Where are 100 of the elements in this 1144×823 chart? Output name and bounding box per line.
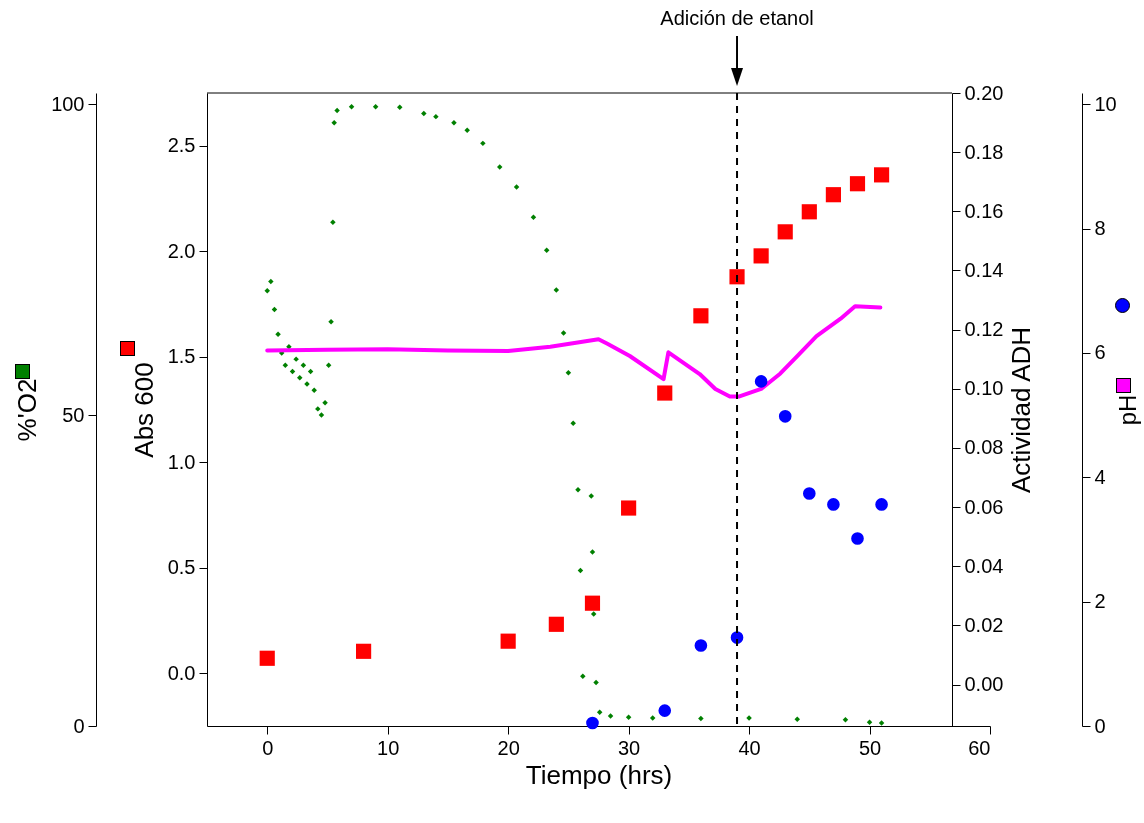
y2-tick-label: 0.04 <box>964 554 1004 577</box>
y-tick-label: 1.0 <box>167 450 196 473</box>
y2-tick-label: 2 <box>1094 590 1106 613</box>
y2-axis-title: Actividad ADH <box>1006 326 1037 494</box>
point <box>496 164 503 170</box>
y2-axis-title: pH <box>1113 394 1141 426</box>
point <box>433 113 439 120</box>
point <box>851 532 864 545</box>
x-tick-label: 10 <box>377 736 400 759</box>
point <box>543 247 550 254</box>
point <box>464 127 470 134</box>
point <box>778 409 792 423</box>
point <box>693 308 709 324</box>
y2-tick-label: 0.18 <box>964 140 1004 163</box>
point <box>658 704 672 717</box>
point <box>553 287 560 293</box>
point <box>657 385 673 401</box>
point <box>649 715 656 721</box>
point <box>397 104 403 111</box>
point <box>625 714 632 721</box>
point <box>322 399 328 406</box>
point <box>590 611 597 617</box>
point <box>275 331 281 337</box>
point <box>874 167 890 183</box>
y-axis-title: Abs 600 <box>128 362 159 458</box>
y-tick-label: 0.0 <box>167 661 196 684</box>
x-tick-label: 0 <box>262 736 274 759</box>
x-tick-label: 60 <box>968 736 991 759</box>
y2-tick-label: 0.16 <box>964 199 1004 222</box>
point <box>842 717 849 723</box>
point <box>827 498 840 511</box>
x-tick-label: 50 <box>858 736 882 759</box>
y-tick-label: 2.5 <box>167 134 196 157</box>
point <box>698 715 704 722</box>
point <box>500 633 516 649</box>
point <box>293 356 299 362</box>
point <box>300 362 307 369</box>
y2-tick-label: 6 <box>1094 341 1106 364</box>
point <box>596 709 603 716</box>
point <box>754 375 768 388</box>
point <box>570 420 576 426</box>
point <box>607 713 614 719</box>
line-series <box>265 304 883 399</box>
point <box>753 248 769 264</box>
y-tick-label: 100 <box>51 92 85 115</box>
point <box>825 187 841 203</box>
y-tick-label: 1.5 <box>167 345 196 368</box>
y-tick-label: 0.5 <box>167 556 196 579</box>
point <box>264 288 270 294</box>
point <box>560 330 567 336</box>
point <box>259 650 275 666</box>
point <box>331 120 337 126</box>
y2-tick-label: 0 <box>1094 714 1106 737</box>
x-tick-label: 40 <box>738 736 761 759</box>
point <box>297 375 303 381</box>
point <box>586 716 599 730</box>
point <box>593 679 599 686</box>
point <box>621 500 637 516</box>
point <box>372 103 379 110</box>
y2-tick-label: 0.10 <box>964 377 1004 400</box>
point <box>311 387 317 393</box>
x-tick-label: 20 <box>497 736 520 759</box>
x-tick-label: 30 <box>617 736 641 759</box>
point <box>330 219 336 226</box>
point <box>575 486 581 493</box>
point <box>875 498 888 511</box>
y2-tick-label: 0.02 <box>964 613 1004 636</box>
point <box>802 487 816 500</box>
y2-tick-label: 4 <box>1094 465 1106 488</box>
point <box>777 224 793 240</box>
point <box>589 549 596 555</box>
y2-tick-label: 8 <box>1094 217 1106 240</box>
point <box>878 720 885 726</box>
y2-tick-label: 0.00 <box>964 673 1004 696</box>
point <box>513 184 520 190</box>
point <box>729 269 745 285</box>
point <box>315 406 321 412</box>
point <box>548 616 564 632</box>
x-axis-title: Tiempo (hrs) <box>525 759 673 790</box>
y2-tick-label: 0.06 <box>964 495 1004 518</box>
point <box>356 643 372 659</box>
y-axis-title: %'O2 <box>12 378 43 442</box>
point <box>866 719 873 726</box>
y2-tick-label: 0.20 <box>964 81 1004 104</box>
y2-tick-label: 0.08 <box>964 436 1004 459</box>
y-tick-label: 50 <box>62 403 85 426</box>
y2-tick-label: 10 <box>1094 92 1117 115</box>
y-tick-label: 2.0 <box>167 239 196 262</box>
ref-line-label: Adición de etanol <box>660 7 814 29</box>
point <box>588 493 595 499</box>
point <box>318 412 325 418</box>
point <box>421 110 427 117</box>
point <box>565 370 572 376</box>
point <box>268 278 274 285</box>
point <box>694 639 708 652</box>
point <box>580 673 586 679</box>
point <box>584 595 601 611</box>
point <box>801 204 817 220</box>
point <box>334 107 340 114</box>
point <box>282 362 289 369</box>
